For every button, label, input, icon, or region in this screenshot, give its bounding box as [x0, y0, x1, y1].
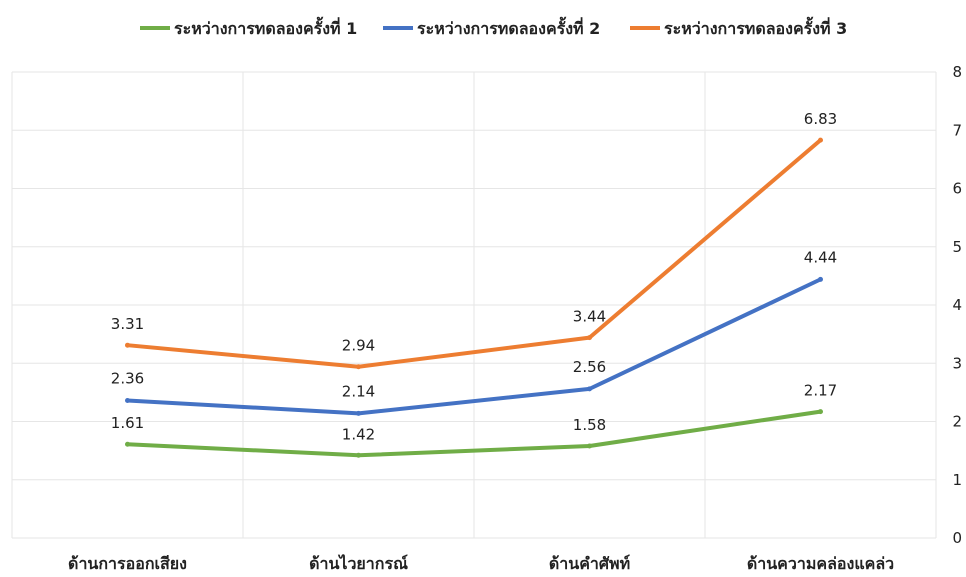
data-label: 1.58 — [573, 416, 606, 434]
data-label: 2.36 — [111, 370, 144, 388]
data-label: 4.44 — [804, 248, 837, 266]
y-tick-label: 2 — [952, 413, 962, 431]
data-label: 6.83 — [804, 110, 837, 128]
data-point — [587, 386, 592, 392]
data-point — [356, 410, 361, 416]
data-label: 1.42 — [342, 425, 375, 443]
data-point — [125, 441, 130, 447]
y-axis: 0 1 2 3 4 5 6 7 8 — [952, 63, 962, 547]
legend-label: ระหว่างการทดลองครั้งที่ 1 — [174, 16, 357, 38]
data-label: 2.94 — [342, 337, 375, 355]
legend: ระหว่างการทดลองครั้งที่ 1 ระหว่างการทดลอง… — [140, 16, 847, 38]
data-point — [125, 398, 130, 404]
y-tick-label: 4 — [952, 296, 962, 314]
y-tick-label: 8 — [952, 63, 962, 81]
series-lines — [125, 137, 823, 458]
x-category-label: ด้านคำศัพท์ — [549, 554, 630, 573]
x-axis: ด้านการออกเสียง ด้านไวยากรณ์ ด้านคำศัพท์ ด้… — [68, 554, 894, 573]
data-label: 1.61 — [111, 414, 144, 432]
y-tick-label: 3 — [952, 354, 962, 372]
data-label: 2.14 — [342, 382, 375, 400]
data-point — [356, 452, 361, 458]
data-point — [356, 364, 361, 370]
data-point — [818, 137, 823, 143]
data-label: 2.56 — [573, 358, 606, 376]
data-point — [587, 443, 592, 449]
series-line — [125, 138, 823, 369]
y-tick-label: 1 — [952, 471, 962, 489]
data-point — [125, 342, 130, 348]
legend-label: ระหว่างการทดลองครั้งที่ 3 — [664, 16, 847, 38]
x-category-label: ด้านการออกเสียง — [68, 554, 187, 573]
data-label: 3.31 — [111, 315, 144, 333]
data-label: 2.17 — [804, 382, 837, 400]
data-point — [818, 276, 823, 282]
series-line — [125, 277, 823, 416]
y-tick-label: 7 — [952, 121, 962, 139]
series-line — [125, 409, 823, 458]
gridlines — [11, 71, 937, 539]
data-point — [818, 409, 823, 415]
y-tick-label: 6 — [952, 180, 962, 198]
x-category-label: ด้านความคล่องแคล่ว — [747, 554, 894, 573]
y-tick-label: 5 — [952, 238, 962, 256]
data-labels: 1.61 1.42 1.58 2.17 2.36 2.14 2.56 4.44 3.31 2.94… — [111, 110, 837, 443]
x-category-label: ด้านไวยากรณ์ — [309, 554, 408, 573]
data-label: 3.44 — [573, 308, 606, 326]
data-point — [587, 335, 592, 341]
legend-label: ระหว่างการทดลองครั้งที่ 2 — [417, 16, 600, 38]
y-tick-label: 0 — [952, 529, 962, 547]
